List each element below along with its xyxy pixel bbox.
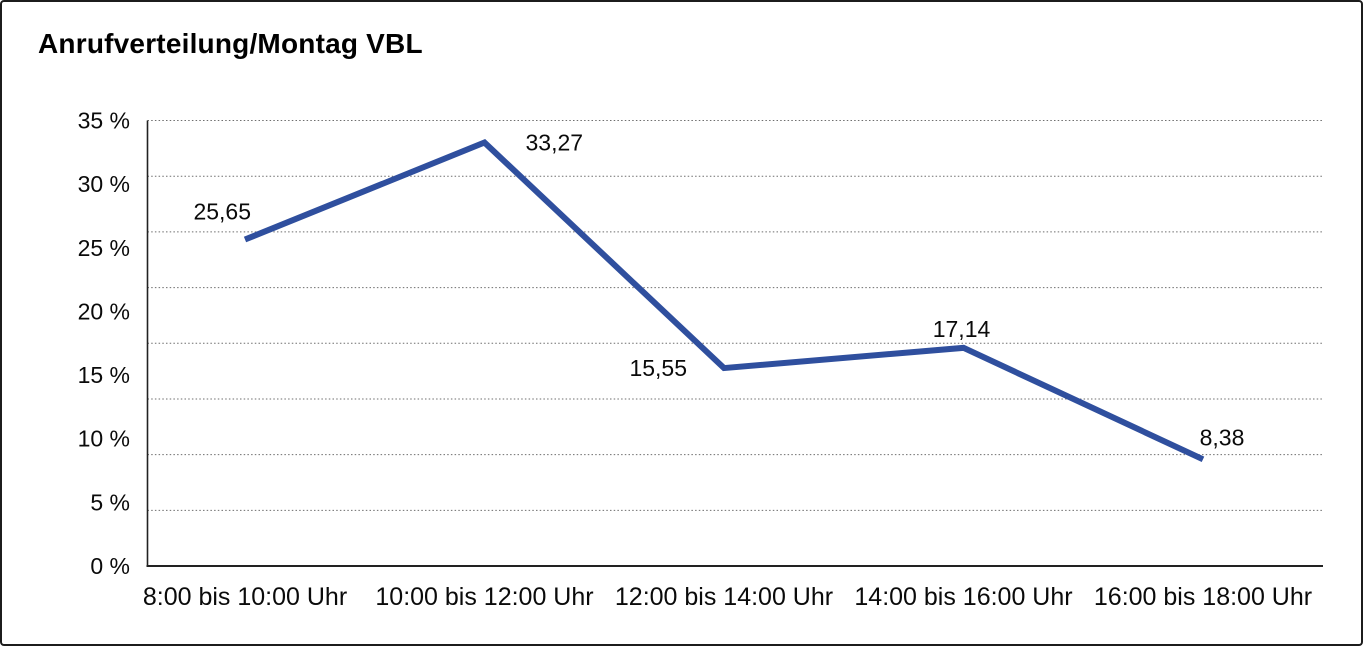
y-axis-tick-label: 35 % (78, 108, 130, 134)
y-axis-tick-label: 25 % (78, 235, 130, 261)
y-axis-tick-label: 15 % (78, 362, 130, 388)
y-axis-tick-label: 20 % (78, 298, 130, 324)
data-line (243, 139, 1205, 463)
point-label: 8,38 (1200, 424, 1245, 450)
point-label: 25,65 (193, 199, 251, 225)
x-axis-label: 14:00 bis 16:00 Uhr (854, 583, 1072, 611)
y-axis-tick-label: 0 % (90, 553, 130, 579)
y-axis-tick-label: 10 % (78, 426, 130, 452)
chart-title: Anrufverteilung/Montag VBL (38, 28, 423, 59)
y-axis-tick-label: 5 % (90, 489, 130, 515)
x-axis-label: 16:00 bis 18:00 Uhr (1094, 583, 1312, 611)
x-axis-label: 8:00 bis 10:00 Uhr (143, 583, 347, 611)
y-axis-tick-label: 30 % (78, 171, 130, 197)
x-axis-label: 10:00 bis 12:00 Uhr (375, 583, 593, 611)
x-axis-label: 12:00 bis 14:00 Uhr (615, 583, 833, 611)
point-label: 33,27 (526, 130, 584, 156)
point-label: 15,55 (629, 355, 687, 381)
point-label: 17,14 (933, 316, 991, 342)
